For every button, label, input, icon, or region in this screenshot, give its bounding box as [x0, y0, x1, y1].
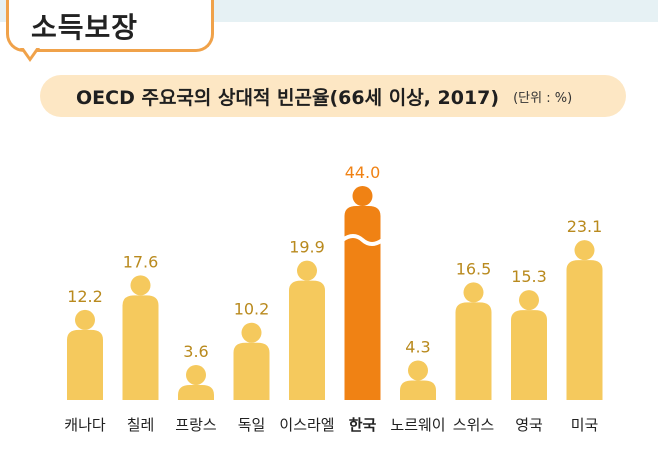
bar-head-3 — [186, 364, 206, 385]
category-label-5: 이스라엘 — [279, 416, 334, 434]
value-label-1: 12.2 — [67, 287, 103, 306]
bar-head-9 — [519, 290, 539, 311]
bar-8 — [455, 302, 492, 400]
category-label-6: 한국 — [349, 416, 377, 434]
category-label-1: 캐나다 — [64, 416, 106, 434]
chart-title-pill: OECD 주요국의 상대적 빈곤율(66세 이상, 2017) (단위 : %) — [40, 75, 626, 117]
bar-head-10 — [574, 240, 595, 261]
bar-9 — [511, 310, 547, 400]
category-label-2: 칠레 — [127, 416, 155, 434]
category-label-3: 프랑스 — [175, 416, 217, 434]
bar-2 — [122, 295, 159, 400]
bar-10 — [566, 260, 603, 400]
bar-head-8 — [463, 282, 484, 303]
bar-1 — [67, 329, 103, 400]
bar-head-5 — [297, 260, 317, 281]
chart-unit: (단위 : %) — [513, 90, 573, 106]
category-label-9: 영국 — [515, 416, 543, 434]
category-label-4: 독일 — [238, 416, 266, 434]
category-label-8: 스위스 — [453, 416, 495, 434]
value-label-6: 44.0 — [345, 163, 381, 182]
axis-break-mark — [341, 234, 384, 246]
bar-6 — [344, 206, 381, 400]
value-label-3: 3.6 — [183, 342, 208, 361]
chart-title: OECD 주요국의 상대적 빈곤율(66세 이상, 2017) — [76, 86, 500, 109]
bar-5 — [289, 280, 325, 400]
bar-head-4 — [241, 322, 262, 343]
category-label-7: 노르웨이 — [390, 416, 445, 434]
value-label-9: 15.3 — [511, 267, 547, 286]
value-label-5: 19.9 — [289, 238, 325, 257]
bar-head-7 — [408, 360, 428, 381]
value-label-7: 4.3 — [405, 337, 430, 356]
section-badge-label: 소득보장 — [31, 11, 139, 44]
value-label-10: 23.1 — [567, 217, 603, 236]
value-label-4: 10.2 — [234, 300, 270, 319]
section-badge: 소득보장 — [6, 0, 214, 52]
value-label-2: 17.6 — [123, 252, 159, 271]
badge-tail-inner — [23, 47, 37, 57]
bar-head-1 — [75, 309, 95, 330]
category-label-10: 미국 — [571, 416, 599, 434]
bar-7 — [400, 380, 436, 400]
value-label-8: 16.5 — [456, 259, 492, 278]
bar-4 — [233, 342, 270, 400]
bar-head-2 — [130, 275, 151, 296]
bar-3 — [178, 384, 214, 400]
bar-head-6 — [352, 186, 373, 206]
